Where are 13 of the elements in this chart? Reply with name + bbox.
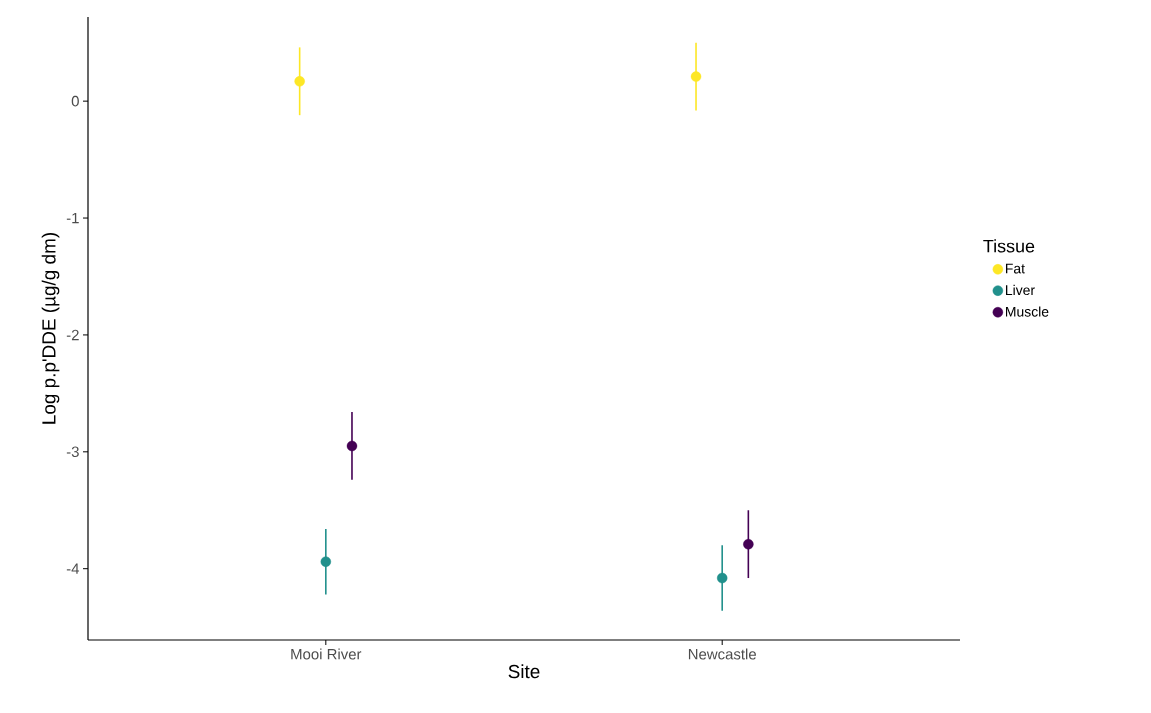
y-tick-label: -3 bbox=[66, 446, 79, 458]
legend-label: Liver bbox=[1005, 284, 1035, 296]
x-tick-label: Newcastle bbox=[688, 648, 756, 660]
y-tick-label: -4 bbox=[66, 563, 80, 574]
y-tick-label: 0 bbox=[71, 95, 79, 107]
legend-label: Muscle bbox=[1005, 306, 1049, 317]
y-tick-label: -1 bbox=[66, 212, 79, 224]
x-tick-label: Mooi River bbox=[291, 648, 362, 660]
legend-title: Tissue bbox=[983, 239, 1035, 253]
x-axis-title: Site bbox=[508, 664, 540, 679]
y-tick-label: -2 bbox=[66, 329, 79, 341]
y-axis-title: Log p.p'DDE (µg/g dm) bbox=[41, 233, 60, 424]
legend-label: Fat bbox=[1005, 263, 1025, 274]
